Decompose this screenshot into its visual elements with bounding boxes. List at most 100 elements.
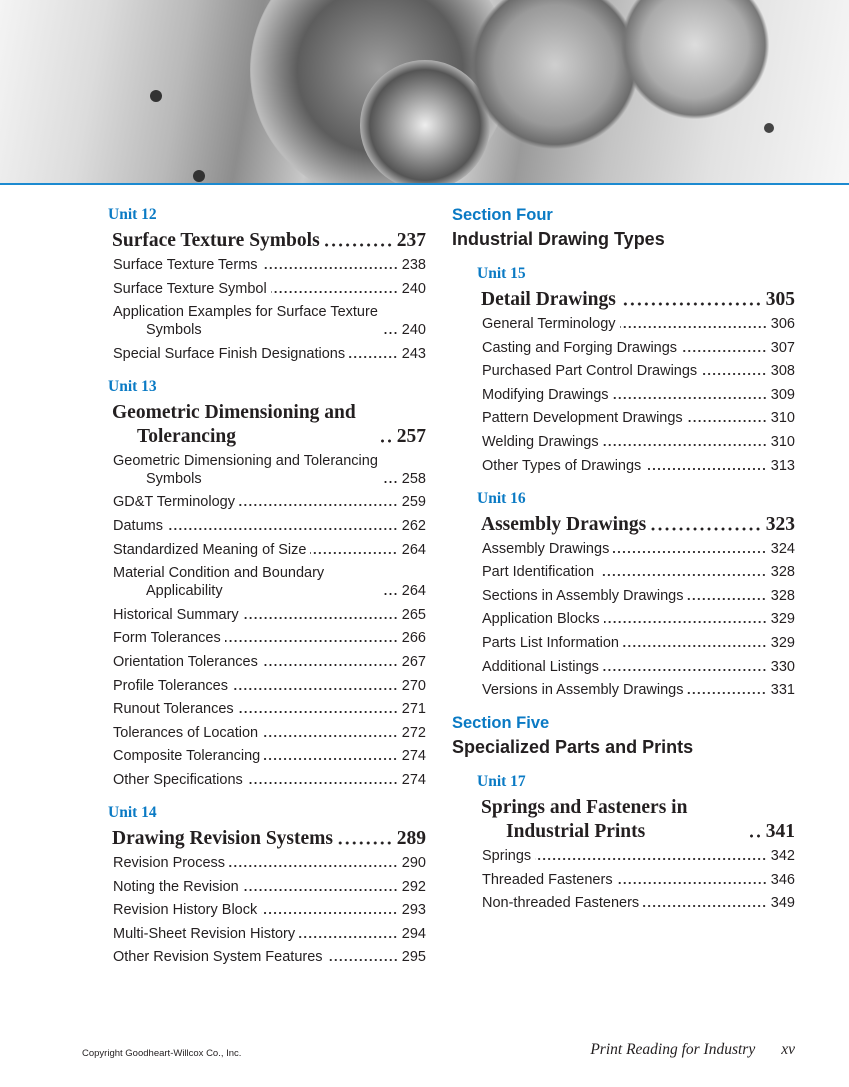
toc-entry-page: 310: [770, 433, 795, 450]
dot-leader: [619, 325, 767, 329]
toc-entry-label: Sections in Assembly Drawings: [482, 587, 684, 604]
toc-entry-page: 313: [770, 457, 795, 474]
toc-entry-label: Special Surface Finish Designations: [113, 345, 346, 362]
toc-entry[interactable]: Pattern Development Drawings 310: [482, 409, 795, 427]
toc-entry-page: 259: [401, 494, 426, 511]
toc-entry[interactable]: Tolerances of Location 272: [113, 724, 426, 742]
toc-entry-page: 329: [770, 634, 795, 651]
toc-entry-label: General Terminology: [482, 316, 616, 332]
dot-leader: [337, 840, 393, 845]
unit-title: Assembly Drawings 323: [481, 513, 795, 537]
toc-entry[interactable]: Material Condition and Boundary Applicab…: [113, 564, 426, 600]
copyright: Copyright Goodheart-Willcox Co., Inc.: [82, 1048, 242, 1059]
toc-entry[interactable]: Multi-Sheet Revision History 294: [113, 925, 426, 943]
toc-entry[interactable]: Other Specifications 274: [113, 771, 426, 789]
dot-leader: [166, 526, 398, 531]
dot-leader: [237, 710, 398, 715]
toc-entry[interactable]: Standardized Meaning of Size 264: [113, 541, 426, 559]
dot-leader: [270, 289, 398, 294]
unit-title-page: 341: [765, 821, 795, 843]
dot-leader: [310, 550, 398, 555]
toc-entry[interactable]: Parts List Information 329: [482, 634, 795, 652]
unit-title: Detail Drawings 305: [481, 288, 795, 312]
header-gearbox-image: [0, 0, 849, 183]
unit-label: Unit 13: [108, 377, 157, 395]
toc-entry[interactable]: Composite Tolerancing 274: [113, 747, 426, 765]
header-rule: [0, 183, 849, 185]
book-title: Print Reading for Industry: [590, 1041, 756, 1058]
toc-entry-label: Casting and Forging Drawings: [482, 339, 678, 356]
toc-entry[interactable]: Revision Process 290: [113, 854, 426, 872]
toc-entry[interactable]: Special Surface Finish Designations 243: [113, 345, 426, 363]
toc-entry-page: 262: [401, 517, 426, 534]
dot-leader: [602, 442, 767, 447]
dot-leader: [264, 757, 398, 762]
toc-entry[interactable]: Historical Summary 265: [113, 606, 426, 624]
toc-entry[interactable]: Springs 342: [482, 847, 795, 865]
toc-entry-label: Profile Tolerances: [113, 677, 228, 694]
dot-leader: [535, 857, 767, 862]
dot-leader: [623, 643, 767, 648]
toc-entry[interactable]: Profile Tolerances 270: [113, 677, 426, 695]
unit-title-label: Drawing Revision Systems: [112, 827, 334, 849]
toc-entry[interactable]: Noting the Revision 292: [113, 878, 426, 896]
dot-leader: [261, 662, 398, 667]
toc-entry[interactable]: Threaded Fasteners 346: [482, 871, 795, 889]
section-label: Section Four: [452, 206, 553, 224]
toc-entry[interactable]: Sections in Assembly Drawings 328: [482, 587, 795, 605]
toc-entry-page: 328: [770, 587, 795, 604]
dot-leader: [687, 691, 767, 696]
dot-leader: [246, 780, 398, 785]
toc-entry[interactable]: Modifying Drawings 309: [482, 386, 795, 404]
toc-entry-page: 266: [401, 630, 426, 647]
dot-leader: [650, 526, 762, 531]
toc-entry[interactable]: Application Examples for Surface Texture…: [113, 303, 426, 339]
toc-entry-label: Modifying Drawings: [482, 386, 609, 403]
unit-block: Unit 14 Drawing Revision Systems 289 Revisi…: [108, 803, 426, 966]
toc-entry[interactable]: Revision History Block 293: [113, 901, 426, 919]
unit-label: Unit 16: [477, 489, 526, 507]
toc-entry[interactable]: Orientation Tolerances 267: [113, 653, 426, 671]
toc-entry[interactable]: Non-threaded Fasteners 349: [482, 894, 795, 912]
toc-entry[interactable]: Runout Tolerances 271: [113, 700, 426, 718]
section-title: Specialized Parts and Prints: [452, 737, 694, 758]
section-heading: Section Five Specialized Parts and Prints: [452, 713, 795, 758]
dot-leader: [349, 354, 398, 359]
toc-entry-label: Additional Listings: [482, 658, 599, 675]
dot-leader: [645, 466, 767, 471]
toc-entry[interactable]: Assembly Drawings 324: [482, 540, 795, 558]
dot-leader: [378, 438, 393, 443]
dot-leader: [603, 620, 767, 625]
toc-entry[interactable]: Welding Drawings 310: [482, 433, 795, 451]
toc-entry[interactable]: Surface Texture Terms 238: [113, 256, 426, 274]
toc-entry[interactable]: Geometric Dimensioning and Tolerancing S…: [113, 452, 426, 488]
toc-entry-label: Revision History Block: [113, 902, 258, 919]
toc-entry[interactable]: Surface Texture Symbol 240: [113, 280, 426, 298]
toc-entry[interactable]: Application Blocks 329: [482, 610, 795, 628]
unit-title-page: 305: [765, 289, 795, 310]
dot-leader: [613, 549, 767, 554]
toc-entry[interactable]: Casting and Forging Drawings 307: [482, 339, 795, 357]
bolt-hole: [764, 123, 774, 133]
toc-entry[interactable]: Versions in Assembly Drawings 331: [482, 681, 795, 699]
toc-entry-label: Versions in Assembly Drawings: [482, 682, 684, 699]
toc-entry[interactable]: Purchased Part Control Drawings 308: [482, 362, 795, 380]
section-label: Section Five: [452, 714, 550, 733]
toc-entry-label: GD&T Terminology: [113, 494, 235, 511]
toc-entry-label: Material Condition and Boundary Applicab…: [113, 565, 325, 600]
toc-entry-label: Runout Tolerances: [113, 701, 234, 718]
toc-entry[interactable]: Other Types of Drawings 313: [482, 457, 795, 475]
toc-entry-label: Other Types of Drawings: [482, 457, 642, 474]
toc-entry-page: 310: [770, 410, 795, 427]
toc-entry[interactable]: GD&T Terminology 259: [113, 493, 426, 511]
toc-entry[interactable]: General Terminology 306: [482, 315, 795, 333]
toc-entry[interactable]: Form Tolerances 266: [113, 629, 426, 647]
dot-leader: [602, 667, 767, 672]
dot-leader: [261, 266, 398, 270]
toc-entry[interactable]: Datums 262: [113, 517, 426, 535]
toc-entry[interactable]: Other Revision System Features 295: [113, 948, 426, 966]
toc-entry[interactable]: Part Identification 328: [482, 563, 795, 581]
toc-entry[interactable]: Additional Listings 330: [482, 658, 795, 676]
unit-block: Unit 16 Assembly Drawings 323 Assembly Draw…: [452, 489, 795, 700]
toc-entry-label: Revision Process: [113, 854, 226, 871]
